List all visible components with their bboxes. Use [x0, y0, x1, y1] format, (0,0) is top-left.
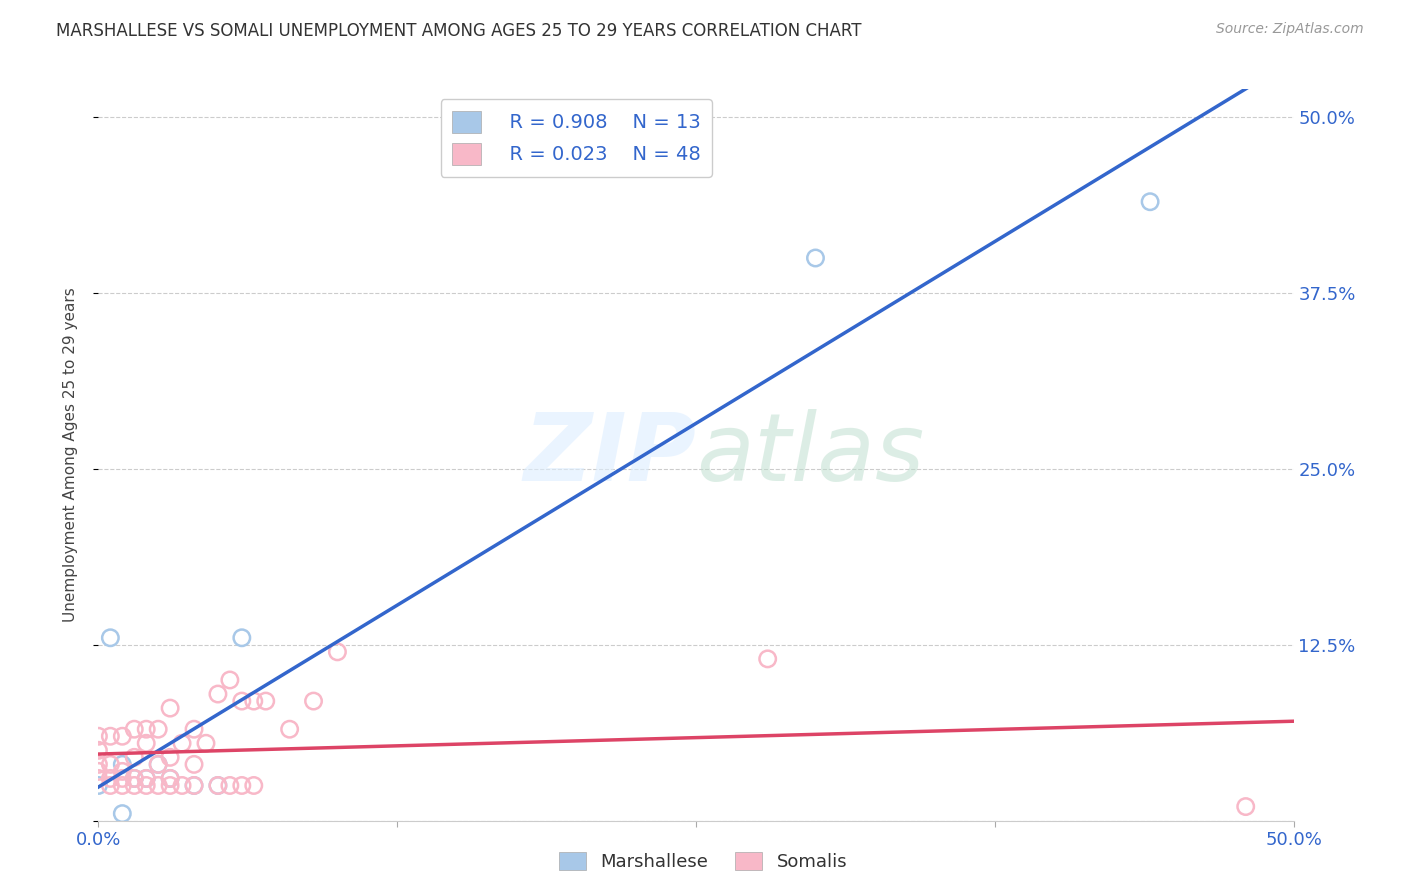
Point — [148, 779, 170, 793]
Point — [219, 779, 242, 793]
Point — [98, 631, 122, 645]
Point — [135, 779, 157, 793]
Point — [135, 723, 157, 737]
Point — [87, 772, 110, 786]
Point — [326, 645, 349, 659]
Point — [124, 772, 146, 786]
Point — [254, 694, 277, 708]
Point — [87, 764, 110, 779]
Point — [183, 779, 205, 793]
Y-axis label: Unemployment Among Ages 25 to 29 years: Unemployment Among Ages 25 to 29 years — [63, 287, 77, 623]
Text: MARSHALLESE VS SOMALI UNEMPLOYMENT AMONG AGES 25 TO 29 YEARS CORRELATION CHART: MARSHALLESE VS SOMALI UNEMPLOYMENT AMONG… — [56, 22, 862, 40]
Point — [98, 757, 122, 772]
Point — [207, 779, 229, 793]
Point — [111, 764, 134, 779]
Point — [124, 723, 146, 737]
Legend: Marshallese, Somalis: Marshallese, Somalis — [551, 845, 855, 879]
Point — [231, 694, 253, 708]
Point — [278, 723, 301, 737]
Point — [231, 631, 253, 645]
Text: atlas: atlas — [696, 409, 924, 500]
Point — [1234, 799, 1257, 814]
Point — [111, 806, 134, 821]
Point — [111, 729, 134, 743]
Point — [207, 779, 229, 793]
Point — [159, 772, 181, 786]
Point — [243, 694, 266, 708]
Point — [172, 736, 194, 750]
Point — [135, 772, 157, 786]
Point — [183, 723, 205, 737]
Point — [194, 736, 218, 750]
Text: ZIP: ZIP — [523, 409, 696, 501]
Legend:   R = 0.908    N = 13,   R = 0.023    N = 48: R = 0.908 N = 13, R = 0.023 N = 48 — [440, 99, 713, 177]
Point — [219, 673, 242, 687]
Point — [159, 750, 181, 764]
Point — [302, 694, 325, 708]
Point — [135, 772, 157, 786]
Point — [111, 772, 134, 786]
Point — [148, 723, 170, 737]
Point — [124, 750, 146, 764]
Point — [87, 779, 110, 793]
Point — [183, 757, 205, 772]
Point — [148, 757, 170, 772]
Point — [207, 687, 229, 701]
Point — [124, 772, 146, 786]
Point — [756, 652, 779, 666]
Point — [183, 779, 205, 793]
Point — [243, 779, 266, 793]
Point — [804, 251, 827, 265]
Point — [87, 729, 110, 743]
Point — [98, 779, 122, 793]
Text: Source: ZipAtlas.com: Source: ZipAtlas.com — [1216, 22, 1364, 37]
Point — [111, 757, 134, 772]
Point — [98, 772, 122, 786]
Point — [98, 729, 122, 743]
Point — [87, 757, 110, 772]
Point — [135, 736, 157, 750]
Point — [87, 743, 110, 757]
Point — [1139, 194, 1161, 209]
Point — [148, 757, 170, 772]
Point — [111, 779, 134, 793]
Point — [231, 779, 253, 793]
Point — [159, 779, 181, 793]
Point — [124, 779, 146, 793]
Point — [159, 772, 181, 786]
Point — [172, 779, 194, 793]
Point — [159, 701, 181, 715]
